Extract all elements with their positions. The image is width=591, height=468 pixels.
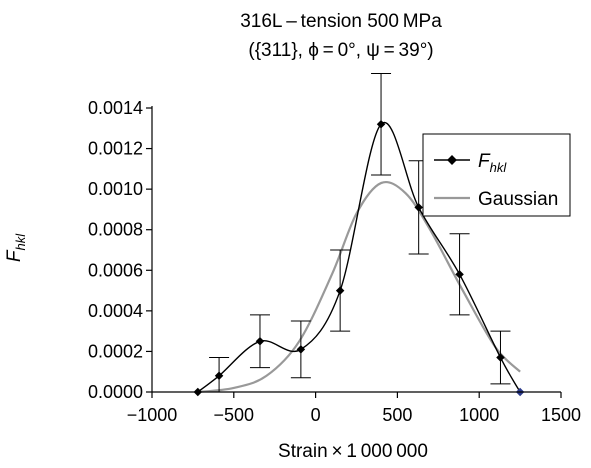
y-tick-label: 0.0004 [88,301,143,321]
y-axis-title-sub: hkl [13,233,28,251]
plot-area [193,73,525,397]
x-tick-label: 1500 [541,405,581,425]
y-tick-label: 0.0002 [88,341,143,361]
x-tick-label: 1000 [459,405,499,425]
y-tick-label: 0.0014 [88,98,143,118]
y-axis: 0.0000 0.0002 0.0004 0.0006 0.0008 0.0010 0.00… [88,98,153,402]
legend: Fhkl Gaussian [422,133,571,217]
legend-box [422,133,571,217]
x-axis-title: Strain × 1 000 000 [278,441,428,462]
y-tick-label: 0.0008 [88,220,143,240]
series-gaussian-line [197,181,521,394]
legend-label-gaussian: Gaussian [478,189,558,210]
y-tick-label: 0.0012 [88,139,143,159]
y-tick-label: 0.0010 [88,179,143,199]
y-tick-label: 0.0000 [88,382,143,402]
chart-title: 316L – tension 500 MPa [240,11,442,32]
x-tick-label: 0 [311,405,321,425]
x-tick-label: −1000 [127,405,178,425]
data-point [376,119,386,129]
data-point [414,203,423,212]
data-point [335,286,345,295]
chart-subtitle: ({311}, ϕ = 0°, ψ = 39°) [248,40,433,61]
x-axis: −1000 −500 0 500 1000 1500 [127,391,581,425]
y-tick-label: 0.0006 [88,260,143,280]
legend-marker-fhkl [447,155,457,165]
data-point [255,337,265,346]
x-tick-label: −500 [214,405,255,425]
y-axis-title: Fhkl [4,233,28,262]
x-tick-label: 500 [382,405,412,425]
data-point [496,353,505,362]
legend-label-fhkl-main: F [478,151,491,172]
data-point [296,345,306,354]
data-point [214,371,224,381]
y-axis-title-main: F [4,249,25,262]
series-fhkl-line [197,121,521,393]
legend-label-fhkl: Fhkl [478,151,507,175]
legend-label-fhkl-sub: hkl [490,160,508,175]
data-point [455,270,464,279]
